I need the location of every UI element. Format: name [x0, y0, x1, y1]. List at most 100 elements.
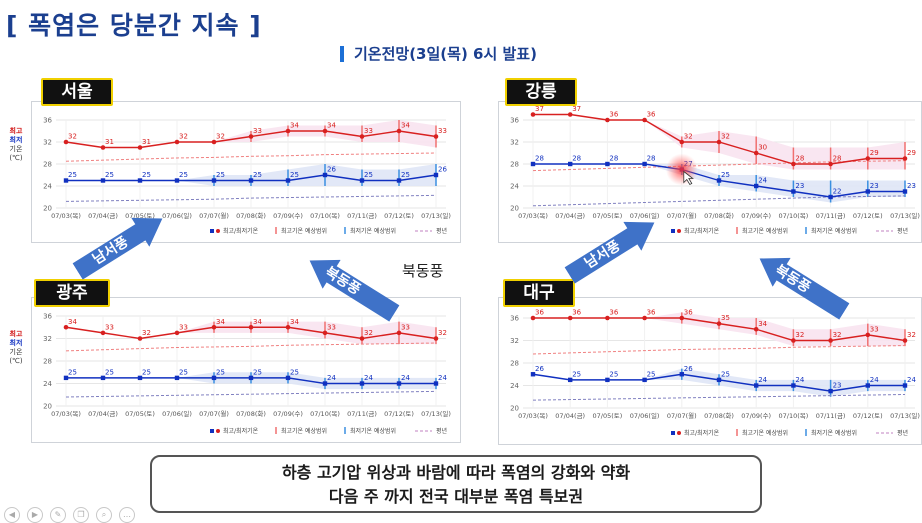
- min-temp-point: [791, 189, 796, 194]
- axis-min-label: 최저: [9, 136, 23, 144]
- max-temp-label: 36: [647, 309, 656, 317]
- presentation-toolbar: ◀ ▶ ✎ ❐ ⌕ …: [4, 502, 142, 523]
- min-temp-point: [754, 383, 759, 388]
- max-temp-label: 28: [795, 155, 804, 163]
- max-temp-label: 32: [364, 329, 373, 337]
- min-temp-label: 25: [216, 171, 225, 179]
- max-temp-point: [828, 338, 833, 343]
- min-temp-point: [174, 375, 180, 381]
- min-temp-label: 23: [795, 182, 804, 190]
- min-temp-point: [248, 178, 254, 183]
- min-temp-point: [865, 189, 870, 194]
- copy-icon[interactable]: ❐: [73, 507, 89, 523]
- x-tick-label: 07/06(일): [162, 211, 192, 220]
- max-temp-point: [63, 139, 69, 145]
- min-temp-point: [285, 375, 291, 381]
- y-tick-label: 20: [510, 405, 519, 413]
- min-temp-label: 25: [721, 171, 730, 179]
- min-temp-point: [174, 178, 180, 183]
- legend-min-range-label: 최저기온 예상범위: [811, 227, 857, 235]
- max-temp-point: [433, 336, 439, 341]
- max-temp-point: [211, 324, 217, 330]
- legend-obs-swatch: [216, 229, 220, 233]
- max-temp-point: [285, 324, 291, 330]
- max-temp-label: 36: [684, 309, 693, 317]
- cursor-icon: [683, 170, 694, 186]
- legend-obs-swatch: [216, 429, 220, 433]
- city-label-seoul: 서울: [41, 78, 113, 106]
- zoom-icon[interactable]: ⌕: [96, 507, 112, 523]
- min-temp-point: [642, 161, 647, 167]
- legend-max-range-label: 최고기온 예상범위: [742, 429, 788, 437]
- x-tick-label: 07/07(월): [667, 411, 697, 420]
- more-icon[interactable]: …: [119, 507, 135, 523]
- gangneung-temperature-chart: 20 24 28 32 36 07/03(목) 07/04(금) 07/05(토) 07/06(…: [510, 105, 920, 235]
- max-temp-point: [137, 336, 143, 341]
- normal-min-line: [65, 390, 437, 398]
- min-temp-label: 25: [290, 171, 299, 179]
- axis-unit-label: (℃): [9, 154, 23, 162]
- max-temp-label: 33: [438, 127, 447, 135]
- axis-max-label: 최고: [9, 330, 23, 338]
- max-temp-point: [753, 150, 759, 156]
- x-tick-label: 07/09(수): [741, 412, 771, 420]
- min-temp-label: 25: [68, 368, 77, 376]
- chart-panel-gangneung: 20 24 28 32 36 07/03(목) 07/04(금) 07/05(토) 07/06(…: [498, 101, 922, 243]
- min-temp-point: [902, 189, 908, 194]
- x-tick-label: 07/05(토): [593, 212, 623, 220]
- max-temp-point: [642, 315, 647, 321]
- max-temp-label: 32: [907, 331, 916, 339]
- x-tick-label: 07/03(목): [51, 212, 81, 220]
- min-temp-label: 23: [870, 182, 879, 190]
- max-temp-label: 36: [609, 111, 618, 119]
- min-temp-point: [248, 375, 254, 381]
- min-temp-label: 28: [647, 155, 656, 163]
- x-tick-label: 07/10(목): [310, 410, 340, 418]
- min-temp-label: 25: [142, 368, 151, 376]
- max-temp-point: [322, 330, 328, 336]
- x-tick-label: 07/07(월): [667, 211, 697, 220]
- min-temp-label: 26: [684, 365, 693, 373]
- y-tick-label: 24: [43, 380, 52, 388]
- x-tick-label: 07/04(금): [555, 412, 585, 420]
- max-temp-label: 36: [647, 111, 656, 119]
- min-temp-point: [396, 381, 402, 386]
- min-temp-point: [530, 161, 536, 167]
- x-tick-label: 07/12(토): [853, 412, 883, 420]
- prev-icon[interactable]: ◀: [4, 507, 20, 523]
- city-label-gwangju: 광주: [34, 279, 110, 307]
- y-tick-label: 36: [510, 117, 519, 125]
- daegu-temperature-chart: 20 24 28 32 36 07/03(목) 07/04(금) 07/05(토) 07/06(…: [510, 309, 920, 438]
- max-temp-label: 34: [290, 122, 299, 130]
- next-icon[interactable]: ▶: [27, 507, 43, 523]
- max-temp-label: 32: [142, 329, 151, 337]
- min-temp-point: [322, 172, 328, 178]
- summary-line-2: 다음 주 까지 전국 대부분 폭염 특보권: [328, 487, 584, 506]
- axis-min-label: 최저: [9, 339, 23, 347]
- min-temp-label: 25: [105, 368, 114, 376]
- min-temp-point: [359, 178, 365, 183]
- x-tick-label: 07/04(금): [555, 212, 585, 220]
- min-temp-label: 24: [870, 376, 879, 384]
- min-temp-point: [433, 381, 439, 386]
- max-temp-point: [567, 112, 573, 117]
- legend-obs-swatch: [671, 431, 675, 435]
- min-temp-label: 22: [833, 188, 842, 196]
- x-tick-label: 07/09(수): [273, 410, 303, 418]
- y-tick-label: 24: [510, 382, 519, 390]
- max-temp-label: 37: [535, 105, 544, 113]
- x-tick-label: 07/13(일): [421, 409, 451, 418]
- summary-box: 하층 고기압 위상과 바람에 따라 폭염의 강화와 약화 다음 주 까지 전국 …: [150, 455, 762, 513]
- min-temp-label: 25: [721, 370, 730, 378]
- normal-max-line: [65, 342, 437, 352]
- max-temp-label: 32: [721, 133, 730, 141]
- min-temp-point: [568, 377, 573, 383]
- max-temp-label: 33: [364, 127, 373, 135]
- max-temp-point: [359, 134, 365, 139]
- x-tick-label: 07/13(일): [890, 211, 920, 220]
- x-tick-label: 07/04(금): [88, 410, 118, 418]
- normal-min-line: [532, 394, 906, 401]
- min-temp-label: 25: [401, 171, 410, 179]
- pen-icon[interactable]: ✎: [50, 507, 66, 523]
- min-temp-label: 28: [572, 155, 581, 163]
